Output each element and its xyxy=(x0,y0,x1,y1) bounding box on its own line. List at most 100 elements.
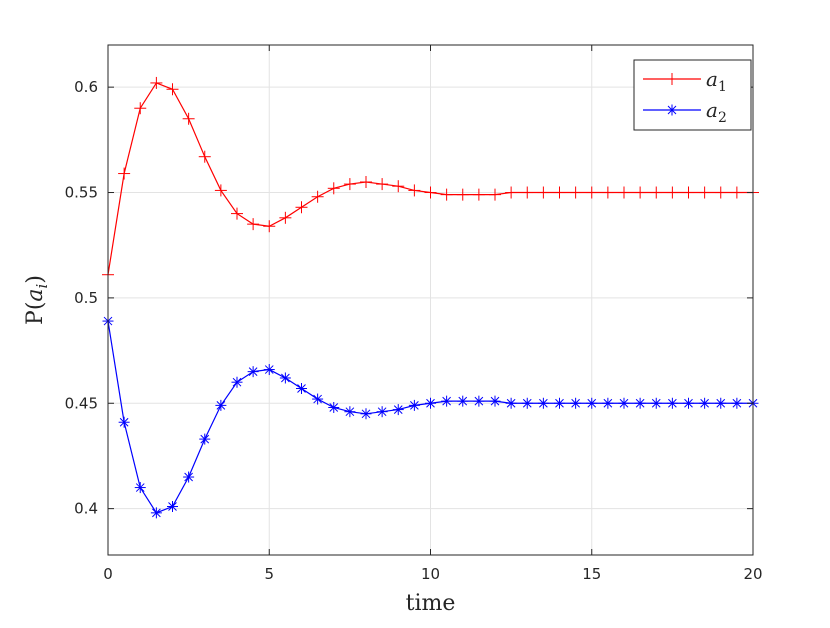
series-1-point xyxy=(537,186,550,199)
series-2-point xyxy=(602,397,614,409)
series-1-point xyxy=(263,220,276,233)
series-1-point xyxy=(682,186,695,199)
x-tick-label: 10 xyxy=(421,565,440,583)
series-2-point xyxy=(279,372,291,384)
series-2-point xyxy=(650,397,662,409)
legend-box xyxy=(633,59,752,131)
series-1-point xyxy=(714,186,727,199)
legend-marker xyxy=(666,104,678,116)
series-2-point xyxy=(666,397,678,409)
axis-ticks xyxy=(107,45,754,555)
series-2-point xyxy=(118,416,130,428)
series-2-point xyxy=(537,397,549,409)
series-1-point xyxy=(214,184,227,197)
series-2-point xyxy=(183,471,195,483)
series-2-point xyxy=(634,397,646,409)
x-tick-label: 5 xyxy=(264,565,274,583)
series-2-point xyxy=(344,406,356,418)
series-1-point xyxy=(440,188,453,201)
series-1-point xyxy=(279,211,292,224)
series-2-point xyxy=(408,399,420,411)
series-2-point xyxy=(570,397,582,409)
series-2-point xyxy=(586,397,598,409)
series-1-point xyxy=(634,186,647,199)
series-1-point xyxy=(505,186,518,199)
series-2 xyxy=(102,315,759,519)
series-1-point xyxy=(376,178,389,191)
series-2-point xyxy=(167,501,178,513)
series-1-point xyxy=(408,184,421,197)
legend-marker xyxy=(666,73,678,85)
series-1 xyxy=(102,76,759,281)
series-2-point xyxy=(731,397,743,409)
series-1-point xyxy=(553,186,566,199)
y-axis-label: P(ai) xyxy=(23,275,51,325)
series-2-point xyxy=(392,404,404,416)
series-2-point xyxy=(150,507,162,519)
series-1-point xyxy=(360,175,372,188)
series-2-point xyxy=(134,482,146,494)
series-1-point xyxy=(472,188,485,201)
series-1-point xyxy=(569,186,582,199)
series-1-point xyxy=(392,180,405,193)
series-2-point xyxy=(231,376,243,388)
legend-label: a1 xyxy=(706,67,727,95)
series-1-point xyxy=(343,178,356,191)
y-tick-label: 0.6 xyxy=(74,78,98,96)
series-1-point xyxy=(601,186,614,199)
series-2-point xyxy=(360,408,372,420)
series-2-point xyxy=(441,395,453,407)
series-2-point xyxy=(425,397,436,409)
series-2-point xyxy=(199,433,211,445)
series-2-point xyxy=(312,393,324,405)
y-tick-label: 0.45 xyxy=(65,394,98,412)
series-1-point xyxy=(231,207,243,220)
series-2-point xyxy=(618,397,630,409)
series-2-point xyxy=(328,401,340,413)
series-1-point xyxy=(166,83,179,96)
legend-label: a2 xyxy=(706,98,727,126)
series-1-point xyxy=(730,186,743,199)
series-1-point xyxy=(295,201,308,214)
series-1-point xyxy=(327,182,340,195)
series-1-point xyxy=(698,186,711,199)
series-2-point xyxy=(263,364,275,376)
series-1-point xyxy=(311,190,324,203)
series-layer xyxy=(102,76,759,519)
series-2-point xyxy=(473,395,485,407)
series-1-point xyxy=(521,186,534,199)
x-tick-label: 0 xyxy=(103,565,113,583)
x-axis-label: time xyxy=(406,591,456,616)
legend-entry-1: a1 xyxy=(643,67,727,95)
series-1-point xyxy=(650,186,663,199)
series-1-point xyxy=(666,186,679,199)
series-2-point xyxy=(457,395,469,407)
series-2-point xyxy=(505,397,517,409)
y-tick-label: 0.55 xyxy=(65,184,98,202)
axis-labels: 0 5 10 15 20 0.4 0.45 0.5 0.55 0.6 time P(ai) xyxy=(23,78,763,616)
series-2-point xyxy=(215,399,227,411)
series-2-point xyxy=(554,397,565,409)
series-1-point xyxy=(247,218,260,231)
series-2-point xyxy=(699,397,711,409)
series-2-point xyxy=(715,397,727,409)
series-1-point xyxy=(489,188,501,201)
series-2-point xyxy=(489,395,501,407)
x-tick-label: 20 xyxy=(743,565,762,583)
legend-entry-2: a2 xyxy=(643,98,727,126)
x-tick-label: 15 xyxy=(582,565,601,583)
series-2-point xyxy=(376,406,388,418)
series-1-point xyxy=(618,186,630,199)
series-1-point xyxy=(424,186,437,199)
y-tick-label: 0.4 xyxy=(74,500,98,518)
series-2-point xyxy=(521,397,533,409)
series-1-point xyxy=(134,102,147,115)
series-1-point xyxy=(118,167,131,180)
series-1-point xyxy=(456,188,469,201)
series-2-point xyxy=(683,397,694,409)
series-1-point xyxy=(585,186,598,199)
series-1-point xyxy=(182,112,195,125)
